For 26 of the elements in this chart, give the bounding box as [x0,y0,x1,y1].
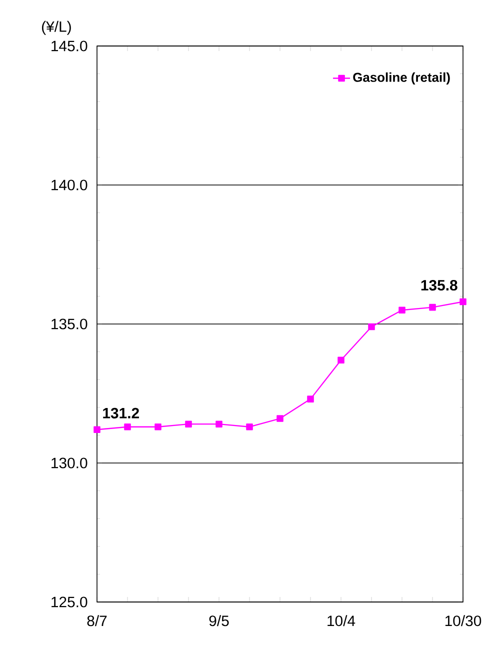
y-tick-label: 135.0 [52,318,88,330]
point [307,396,314,402]
x-tick-label: 10/30 [445,615,482,626]
point [429,304,436,311]
x-tick-label: 10/4 [328,615,356,626]
point [94,426,100,434]
point [246,423,253,430]
point [185,420,192,428]
data-label: 135.8 [421,280,458,291]
point [338,356,344,364]
point [368,323,375,330]
y-tick-label: 145.0 [52,40,88,52]
x-tick-label: 9/5 [209,615,229,626]
y-tick-label: 130.0 [52,458,88,468]
x-tick-label: 8/7 [87,615,107,626]
point [124,423,131,430]
y-tick-label: 140.0 [52,180,88,190]
point [216,420,222,428]
point [276,415,284,422]
point [154,423,162,430]
legend-label: Gasoline (retail) [353,72,450,84]
y-axis-title: (¥/L) [42,20,71,35]
data-label: 131.2 [103,408,139,418]
y-tick-label: 125.0 [52,596,88,608]
point [460,298,466,306]
point [398,306,406,314]
